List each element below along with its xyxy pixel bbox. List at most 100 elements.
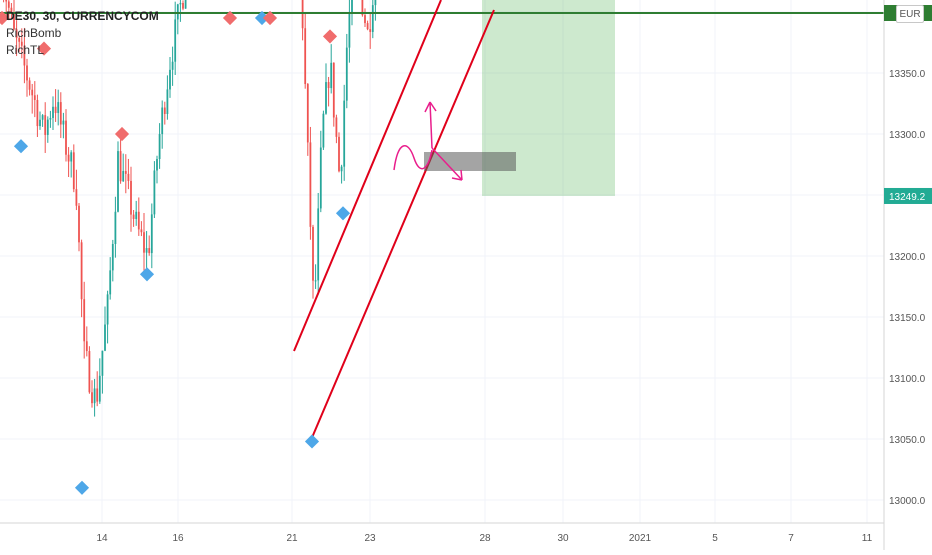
candle-body [174, 19, 177, 62]
candle-body [156, 159, 158, 171]
candle-body [101, 350, 104, 376]
candle-body [109, 270, 112, 295]
candle-body [171, 61, 174, 70]
candle-body [322, 113, 325, 148]
candle-body [65, 120, 67, 155]
candle-body [15, 29, 18, 39]
candle-body [39, 119, 41, 127]
candle-body [317, 208, 320, 281]
candle-body [166, 89, 169, 114]
y-tick-label: 13100.0 [889, 374, 926, 385]
candle-body [67, 154, 70, 162]
candle-body [163, 107, 166, 114]
candle-body [119, 151, 122, 182]
x-tick-label: 7 [788, 533, 794, 544]
candle-body [70, 152, 73, 162]
candle-body [137, 211, 140, 230]
pivot-low-marker [13, 139, 29, 154]
candle-body [117, 151, 119, 212]
pivot-low-marker [304, 434, 320, 449]
candle-body [26, 65, 28, 81]
x-tick-label: 5 [712, 533, 718, 544]
candle-body [106, 294, 109, 325]
price-label-bg [884, 187, 932, 204]
pivot-high-marker [0, 10, 10, 26]
candle-body [182, 2, 184, 9]
candle-body [325, 82, 327, 114]
candle-body [309, 142, 312, 227]
candle-body [130, 180, 132, 215]
pivot-high-marker [262, 10, 278, 26]
chart-legend: DE30, 30, CURRENCYCOM RichBomb RichTL [6, 8, 159, 59]
candle-body [161, 107, 164, 135]
candle-body [330, 62, 333, 89]
candle-body [85, 341, 88, 352]
candle-body [327, 82, 330, 89]
candle-body [18, 38, 21, 42]
candle-body [148, 248, 151, 254]
y-tick-label: 13200.0 [889, 252, 926, 263]
candle-body [80, 242, 83, 300]
candle-body [5, 0, 8, 2]
candle-body [7, 1, 10, 8]
arrow-up[interactable] [424, 101, 437, 149]
drawings[interactable] [0, 0, 884, 441]
candle-body [169, 69, 171, 90]
candle-body [312, 226, 314, 281]
currency-button[interactable]: EUR [896, 5, 924, 23]
candle-body [72, 152, 75, 190]
candle-body [176, 4, 179, 20]
candle-body [46, 119, 49, 135]
pivot-high-marker [114, 126, 130, 142]
candle-body [369, 29, 372, 32]
candle-body [332, 62, 335, 118]
arrow-down[interactable] [431, 147, 463, 181]
candle-body [59, 102, 62, 125]
y-tick-label: 13050.0 [889, 435, 926, 446]
candle-body [145, 248, 148, 253]
x-tick-label: 16 [172, 533, 184, 544]
candle-body [306, 84, 309, 143]
candle-body [23, 45, 26, 66]
y-tick-label: 13150.0 [889, 313, 926, 324]
candle-body [44, 115, 47, 135]
candle-body [111, 243, 114, 271]
price-axis-bg [884, 0, 932, 550]
candle-body [36, 99, 39, 127]
candle-body [143, 232, 145, 253]
x-tick-label: 21 [286, 533, 298, 544]
candle-body [140, 229, 143, 233]
candle-body [361, 0, 364, 16]
price-label[interactable]: 13249.2 [889, 192, 926, 203]
legend-indicator-richtl[interactable]: RichTL [6, 43, 45, 57]
legend-symbol[interactable]: DE30, 30, CURRENCYCOM [6, 9, 159, 23]
candle-body [75, 189, 78, 206]
time-axis[interactable]: 14 16 21 23 28 30 2021 5 7 11 [0, 522, 884, 544]
channel-lower-line[interactable] [310, 9, 495, 441]
projection-curve[interactable] [393, 145, 433, 171]
candle-body [20, 41, 23, 46]
candles [3, 0, 377, 417]
candle-body [88, 351, 91, 393]
rectangle-drawing[interactable] [424, 152, 516, 171]
y-tick-label: 13350.0 [889, 69, 926, 80]
candle-body [114, 211, 117, 244]
pivot-low-marker [335, 206, 351, 221]
pivot-high-marker [322, 29, 338, 44]
candle-body [62, 120, 65, 125]
grid [0, 0, 884, 523]
candle-body [132, 214, 135, 219]
candle-body [304, 28, 307, 85]
candle-body [52, 106, 54, 118]
candle-body [93, 388, 96, 404]
legend-indicator-richbomb[interactable]: RichBomb [6, 26, 62, 40]
candle-body [49, 117, 52, 120]
candle-body [54, 106, 57, 114]
candle-body [33, 95, 36, 100]
candle-body [91, 392, 93, 404]
channel-upper-line[interactable] [293, 0, 442, 352]
candle-body [57, 102, 60, 114]
candle-body [364, 15, 366, 24]
price-axis[interactable]: 13000.013050.013100.013150.013200.013250… [883, 0, 932, 550]
